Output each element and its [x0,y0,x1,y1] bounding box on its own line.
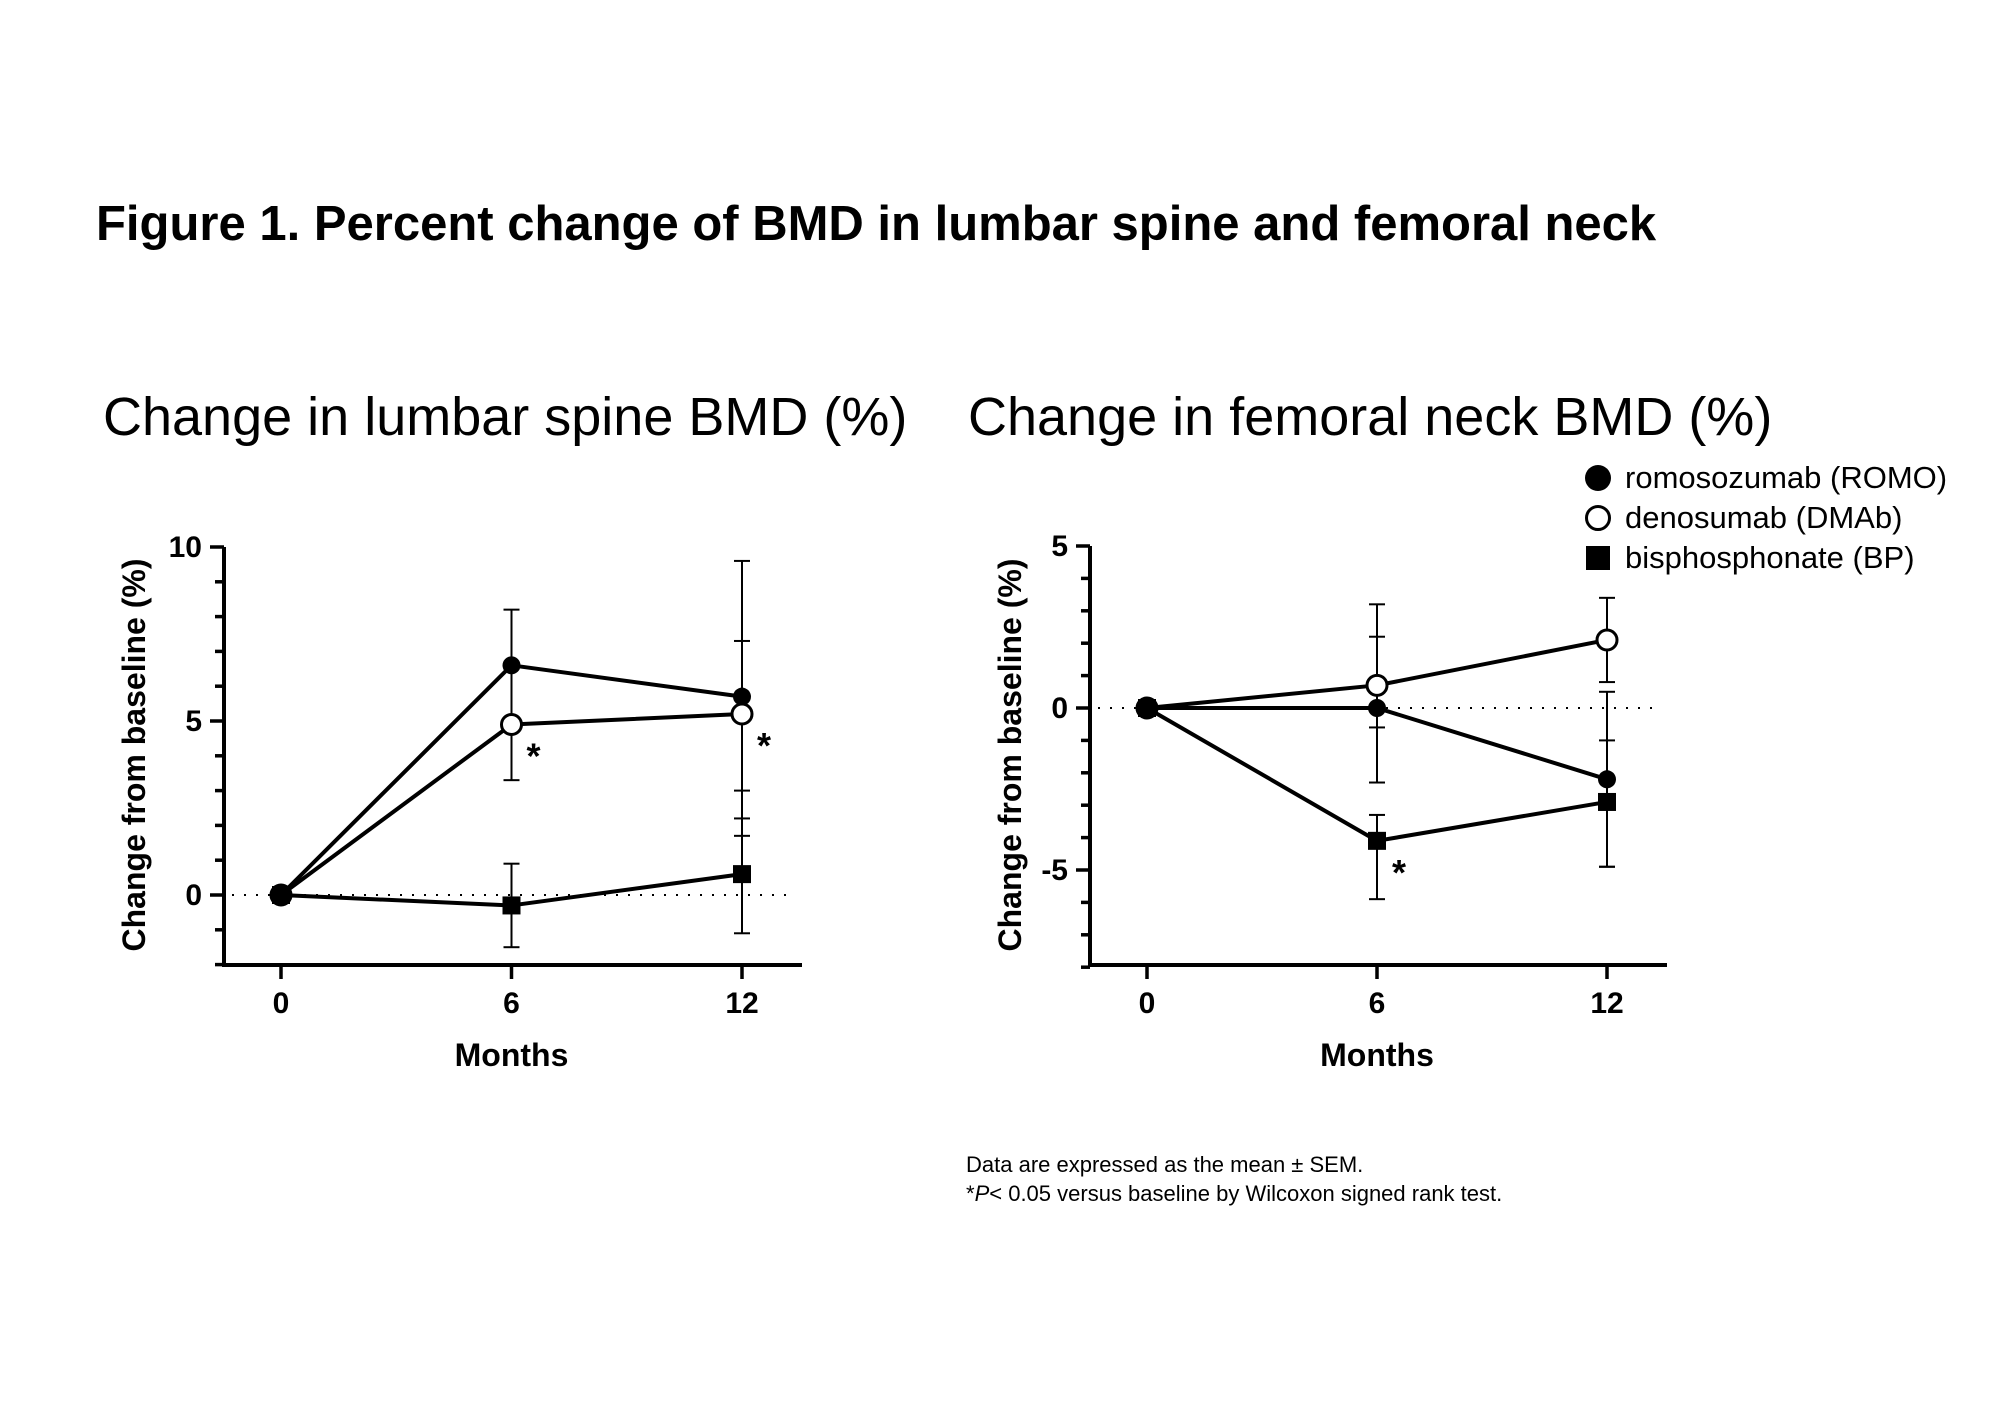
footnote-text: < 0.05 versus baseline by Wilcoxon signe… [989,1181,1503,1206]
femoral-chart-title: Change in femoral neck BMD (%) [968,387,1773,447]
legend-item-dmab: denosumab (DMAb) [1585,498,1947,538]
data-point [1598,792,1616,811]
significance-marker: * [526,735,540,776]
open-circle-marker-icon [1585,505,1611,531]
data-point [1368,831,1386,850]
x-axis-label: Months [1320,1037,1434,1073]
legend-label: bisphosphonate (BP) [1625,540,1915,575]
data-point [272,886,290,904]
lumbar-chart-title: Change in lumbar spine BMD (%) [103,387,908,447]
x-tick-label: 12 [1590,987,1623,1020]
footnote-line-2: *P< 0.05 versus baseline by Wilcoxon sig… [966,1179,1502,1208]
footnote: Data are expressed as the mean ± SEM. *P… [966,1150,1502,1208]
filled-square-marker-icon [1586,546,1610,570]
x-tick-label: 6 [1369,987,1386,1020]
y-tick-label: 0 [185,879,202,912]
series-bisphosphonate-bp [1138,699,1616,901]
footnote-line-1: Data are expressed as the mean ± SEM. [966,1152,1364,1177]
chart-legend: romosozumab (ROMO) denosumab (DMAb) bisp… [1585,458,1947,578]
y-tick-label: 5 [185,705,202,738]
x-tick-label: 12 [725,987,758,1020]
x-tick-label: 6 [503,987,520,1020]
data-point [1138,699,1156,717]
legend-item-romo: romosozumab (ROMO) [1585,458,1947,498]
significance-marker: * [757,725,771,766]
chart-panel-femoral: -5 0 5 0 6 12 Months Change from baseline (%) * [992,530,1667,1073]
data-point [502,896,521,915]
series-bisphosphonate-bp [272,817,751,949]
x-axis-label: Months [455,1037,569,1073]
x-tick-label: 0 [273,987,290,1020]
footnote-asterisk: * [966,1181,975,1206]
filled-circle-marker-icon [1585,465,1611,491]
data-point [730,702,754,726]
y-tick-label: 0 [1051,692,1068,725]
legend-label: denosumab (DMAb) [1625,500,1903,535]
data-point [1365,673,1389,697]
x-tick-label: 0 [1139,987,1156,1020]
data-point [1595,628,1619,652]
legend-label: romosozumab (ROMO) [1625,460,1948,495]
y-axis-label: Change from baseline (%) [992,559,1028,952]
data-point [502,656,521,675]
y-tick-label: -5 [1041,854,1068,887]
y-axis-label: Change from baseline (%) [116,559,152,952]
chart-panel-lumbar: 0 5 10 0 6 12 Months Change from baseline (%) * * [116,531,802,1073]
footnote-p: P [974,1181,990,1206]
figure-title: Figure 1. Percent change of BMD in lumba… [96,197,1657,251]
y-tick-label: 5 [1051,530,1068,563]
y-tick-label: 10 [169,531,202,564]
data-point [733,865,751,884]
data-point [500,712,523,736]
legend-item-bp: bisphosphonate (BP) [1585,538,1947,578]
significance-marker: * [1392,852,1406,893]
